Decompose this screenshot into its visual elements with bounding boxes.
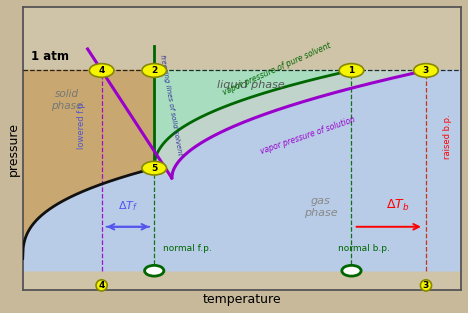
Text: vapor pressure of pure solvent: vapor pressure of pure solvent	[221, 41, 332, 97]
Text: freezing lines of solid solvent: freezing lines of solid solvent	[159, 54, 183, 156]
Text: liquid phase: liquid phase	[217, 80, 285, 90]
Circle shape	[339, 64, 364, 77]
Circle shape	[342, 265, 361, 276]
Text: $\Delta T_b$: $\Delta T_b$	[386, 198, 409, 213]
Text: $\Delta T_f$: $\Delta T_f$	[118, 200, 138, 213]
Text: raised b.p.: raised b.p.	[443, 114, 453, 159]
Y-axis label: pressure: pressure	[7, 122, 20, 176]
Circle shape	[142, 161, 167, 175]
Text: 2: 2	[151, 66, 157, 75]
Polygon shape	[154, 70, 426, 178]
Text: normal f.p.: normal f.p.	[163, 244, 212, 253]
Text: solid
phase: solid phase	[51, 89, 82, 111]
Polygon shape	[154, 70, 351, 168]
Polygon shape	[23, 70, 154, 259]
Polygon shape	[23, 70, 461, 271]
X-axis label: temperature: temperature	[203, 293, 281, 306]
Circle shape	[414, 64, 438, 77]
Circle shape	[89, 64, 114, 77]
Text: lowered f.p.: lowered f.p.	[77, 100, 87, 149]
Text: 5: 5	[151, 164, 157, 173]
Text: 4: 4	[98, 281, 105, 290]
Text: 1: 1	[348, 66, 355, 75]
Text: 3: 3	[423, 281, 429, 290]
Text: 3: 3	[423, 66, 429, 75]
Text: 1 atm: 1 atm	[31, 50, 69, 63]
Text: gas
phase: gas phase	[304, 197, 337, 218]
Text: normal b.p.: normal b.p.	[338, 244, 390, 253]
Polygon shape	[172, 70, 461, 271]
Text: vapor pressure of solution: vapor pressure of solution	[259, 115, 356, 156]
Circle shape	[142, 64, 167, 77]
Circle shape	[145, 265, 164, 276]
Text: 4: 4	[98, 66, 105, 75]
